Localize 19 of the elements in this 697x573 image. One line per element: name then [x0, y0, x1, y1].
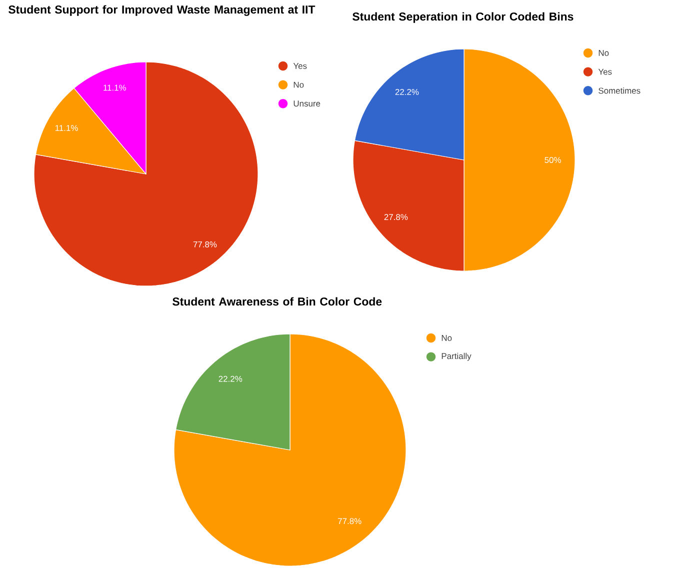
data-label: 11.1%	[104, 84, 126, 91]
data-label: 77.8%	[193, 241, 217, 248]
data-label: 22.2%	[395, 88, 419, 95]
data-label: 50%	[544, 157, 561, 163]
legend-label: Yes	[598, 68, 612, 75]
chart-title: Student Seperation in Color Coded Bins	[352, 12, 574, 23]
data-label: 22.2%	[218, 376, 242, 382]
legend-label: No	[598, 50, 609, 56]
chart-title: Student Support for Improved Waste Management at IIT	[8, 5, 316, 16]
data-label: 77.8%	[338, 518, 362, 524]
legend-label: No	[294, 82, 304, 88]
chart-title: Student Awareness of Bin Color Code	[172, 297, 382, 306]
legend-label: Sometimes	[598, 87, 640, 94]
data-label: 11.1%	[55, 125, 78, 131]
legend-label: Unsure	[294, 100, 320, 107]
legend-label: Yes	[293, 63, 307, 69]
legend-label: No	[442, 335, 452, 341]
data-label: 27.8%	[384, 214, 408, 220]
legend-label: Partially	[442, 352, 472, 361]
